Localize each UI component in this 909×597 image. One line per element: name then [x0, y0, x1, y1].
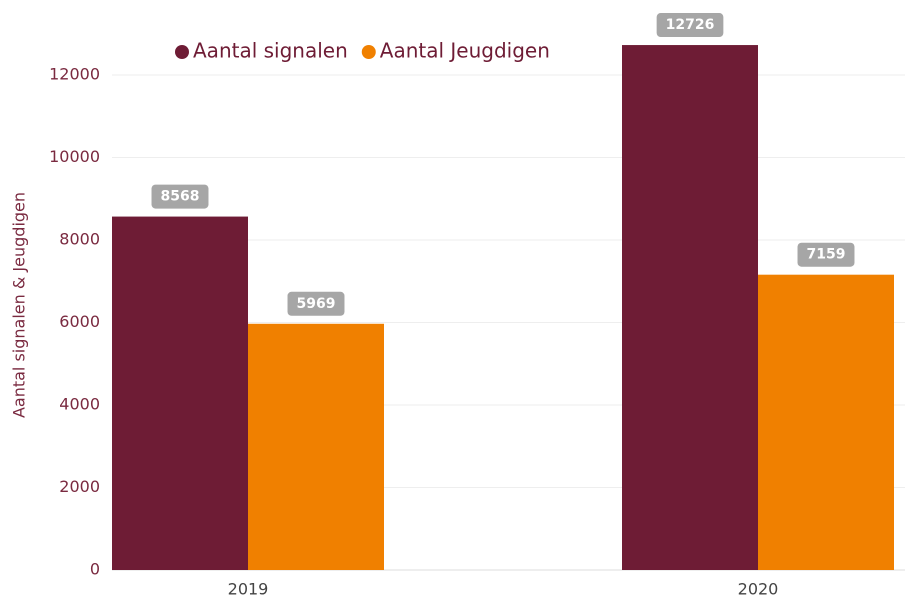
- y-tick-label: 6000: [59, 312, 100, 331]
- x-tick-label: 2020: [738, 580, 779, 597]
- bar: [758, 274, 894, 570]
- bar: [622, 45, 758, 571]
- y-axis-label: Aantal signalen & Jeugdigen: [10, 192, 29, 418]
- value-label-box: [797, 242, 855, 267]
- y-tick-label: 8000: [59, 230, 100, 249]
- y-tick-label: 10000: [49, 147, 100, 166]
- legend-marker: [175, 45, 189, 59]
- value-label: 12726: [666, 17, 715, 33]
- bar: [112, 216, 248, 570]
- y-tick-label: 4000: [59, 395, 100, 414]
- value-label: 7159: [807, 247, 846, 263]
- value-label-box: [287, 291, 345, 316]
- y-tick-label: 0: [90, 560, 100, 579]
- x-tick-label: 2019: [228, 580, 269, 597]
- value-label-box: [151, 184, 209, 209]
- y-tick-label: 12000: [49, 65, 100, 84]
- y-tick-label: 2000: [59, 477, 100, 496]
- value-label: 8568: [161, 189, 200, 205]
- legend-marker: [361, 45, 376, 59]
- value-label-box: [656, 13, 724, 38]
- value-label: 5969: [297, 296, 336, 312]
- legend-label: Aantal signalen: [193, 39, 348, 63]
- bar: [248, 323, 384, 570]
- legend-label: Aantal Jeugdigen: [380, 39, 550, 63]
